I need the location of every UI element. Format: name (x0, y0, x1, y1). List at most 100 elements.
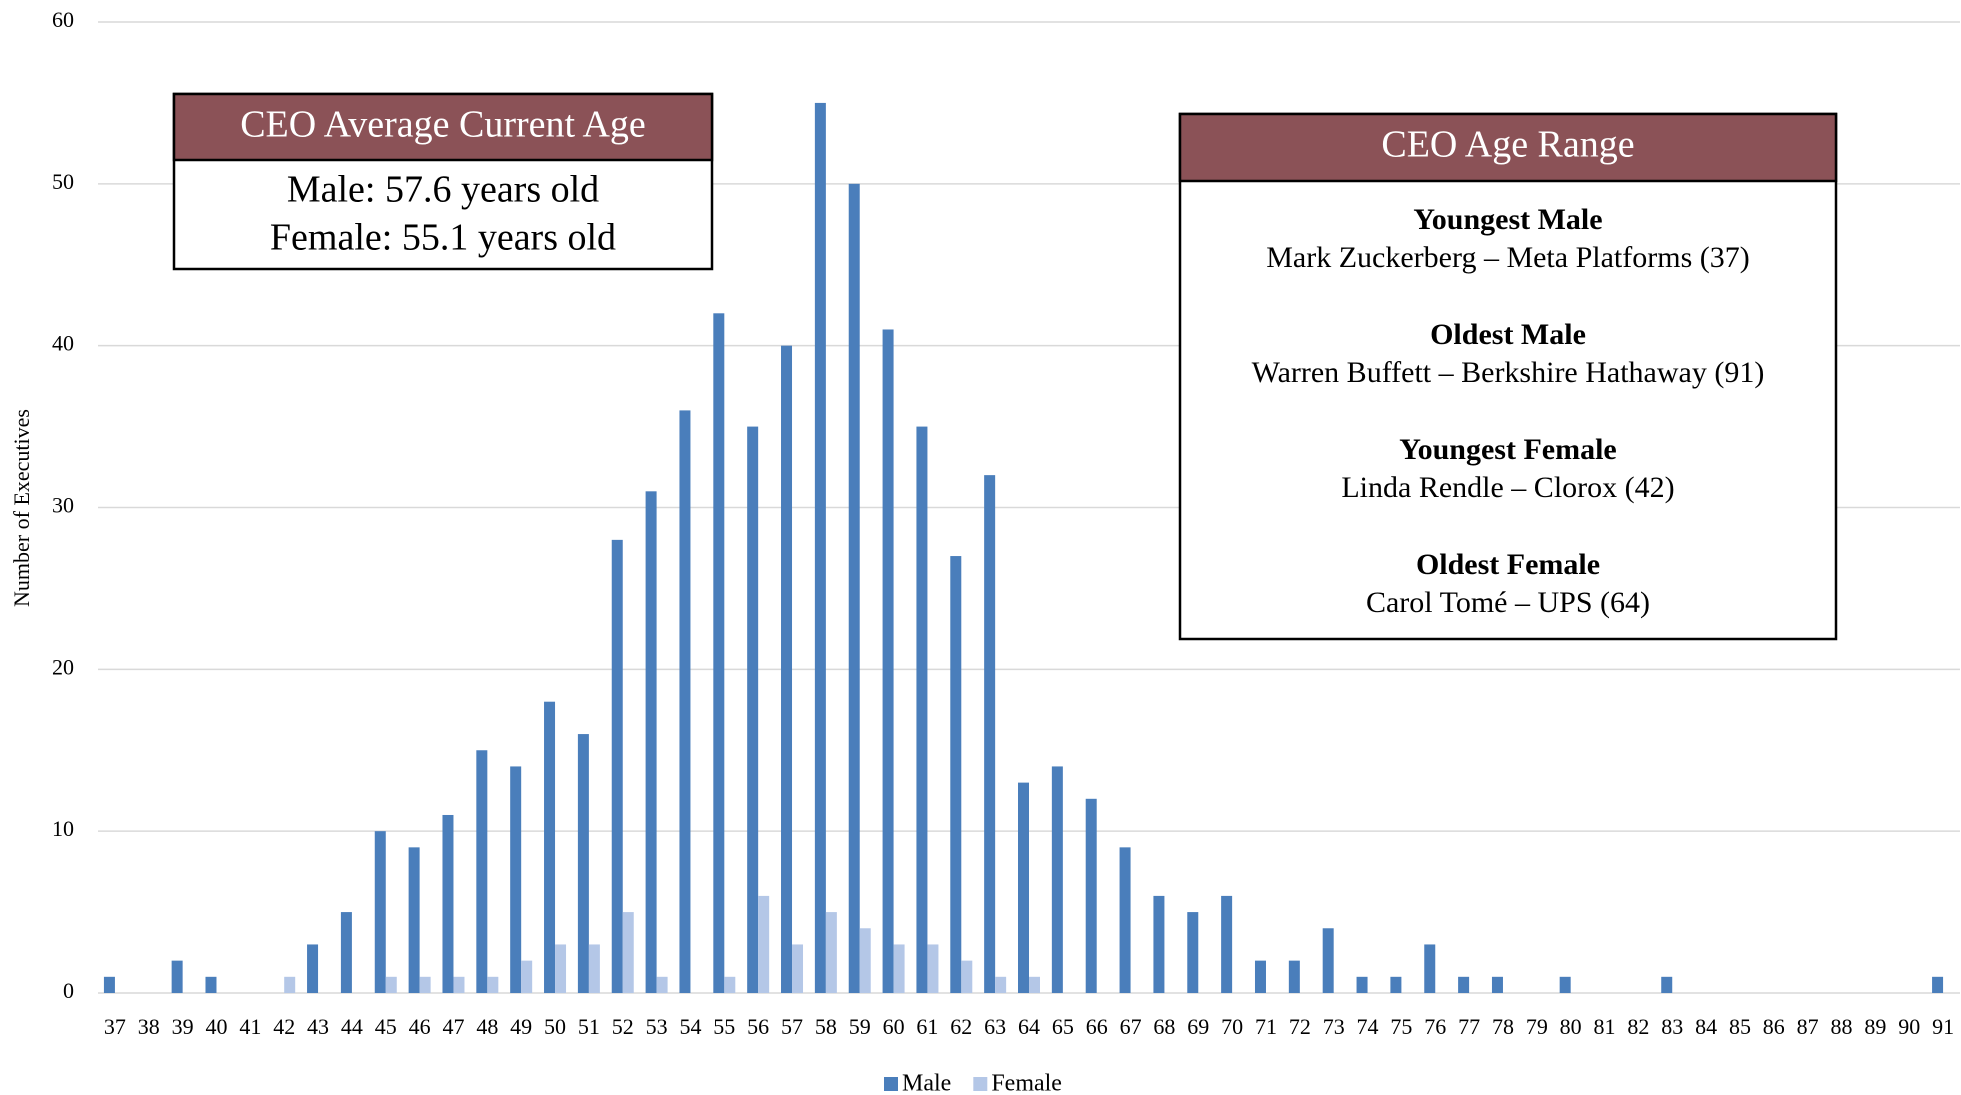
bar (1051, 766, 1063, 993)
y-tick-label: 50 (52, 169, 74, 194)
bar (927, 944, 939, 993)
bar (882, 329, 894, 993)
bar (656, 976, 668, 993)
bar (1029, 976, 1040, 993)
x-tick-label: 54 (679, 1014, 701, 1039)
bar (916, 426, 928, 993)
bar (1424, 944, 1436, 993)
x-tick-label: 63 (984, 1014, 1006, 1039)
x-tick-label: 40 (205, 1014, 227, 1039)
x-tick-label: 59 (849, 1014, 871, 1039)
bar (588, 944, 600, 993)
legend-swatch (973, 1077, 988, 1091)
bar (1288, 960, 1300, 993)
bar (1932, 976, 1944, 993)
bar (1390, 976, 1402, 993)
annotation-header (172, 92, 714, 162)
x-tick-label: 37 (104, 1014, 126, 1039)
x-tick-label: 91 (1932, 1014, 1954, 1039)
x-tick-label: 60 (883, 1014, 905, 1039)
x-tick-label: 41 (239, 1014, 261, 1039)
x-tick-label: 79 (1526, 1014, 1548, 1039)
x-tick-label: 90 (1898, 1014, 1920, 1039)
bar (205, 976, 217, 993)
x-tick-label: 72 (1289, 1014, 1311, 1039)
bar (859, 928, 871, 993)
x-tick-label: 46 (409, 1014, 431, 1039)
bar (995, 976, 1007, 993)
y-tick-label: 0 (63, 978, 74, 1003)
legend-label: Male (902, 1071, 951, 1095)
x-tick-label: 81 (1594, 1014, 1616, 1039)
entry-heading: Oldest Female (1416, 548, 1600, 581)
x-tick-label: 61 (916, 1014, 938, 1039)
bar (521, 960, 533, 993)
bar (284, 976, 296, 993)
x-tick-label: 65 (1052, 1014, 1074, 1039)
bar (679, 410, 691, 993)
x-tick-label: 45 (375, 1014, 397, 1039)
x-tick-label: 42 (273, 1014, 295, 1039)
x-tick-label: 49 (510, 1014, 532, 1039)
bar (476, 750, 488, 993)
y-axis-label: Number of Executives (9, 409, 34, 607)
x-tick-label: 83 (1661, 1014, 1683, 1039)
x-tick-label: 38 (138, 1014, 160, 1039)
bar (1187, 912, 1199, 993)
bar (374, 831, 386, 993)
bar (453, 976, 465, 993)
bar (340, 912, 352, 993)
entry-text: Linda Rendle – Clorox (42) (1341, 471, 1674, 504)
x-tick-label: 82 (1627, 1014, 1649, 1039)
bar (781, 345, 793, 994)
bar (893, 944, 905, 993)
bar (1153, 895, 1165, 993)
x-tick-label: 55 (713, 1014, 735, 1039)
entry-text: Carol Tomé – UPS (64) (1366, 586, 1650, 619)
bar (307, 944, 319, 993)
entry-heading: Oldest Male (1430, 318, 1586, 351)
x-tick-label: 58 (815, 1014, 837, 1039)
bar (544, 701, 556, 993)
bar (385, 976, 397, 993)
entry-heading: Youngest Female (1399, 433, 1616, 466)
annotation-title: CEO Age Range (1381, 124, 1634, 166)
x-tick-label: 47 (442, 1014, 464, 1039)
bar (814, 102, 826, 993)
bar (555, 944, 567, 993)
annotation-text: Male: 57.6 years old (287, 169, 599, 211)
bar (950, 556, 962, 993)
x-tick-label: 76 (1424, 1014, 1446, 1039)
bar (713, 313, 725, 993)
legend-label: Female (991, 1071, 1062, 1095)
x-tick-label: 53 (646, 1014, 668, 1039)
bar (611, 539, 623, 993)
bar (1254, 960, 1266, 993)
bar (622, 912, 634, 993)
x-tick-label: 51 (578, 1014, 600, 1039)
bar (984, 475, 996, 994)
x-tick-label: 43 (307, 1014, 329, 1039)
x-tick-label: 66 (1086, 1014, 1108, 1039)
bar (1085, 798, 1097, 993)
x-tick-label: 89 (1864, 1014, 1886, 1039)
x-tick-label: 73 (1323, 1014, 1345, 1039)
bar (1221, 895, 1233, 993)
bar (408, 847, 420, 993)
x-tick-label: 56 (747, 1014, 769, 1039)
bar (419, 976, 431, 993)
x-tick-label: 78 (1492, 1014, 1514, 1039)
x-tick-label: 52 (612, 1014, 634, 1039)
bar (1119, 847, 1131, 993)
annotation-header (1178, 112, 1838, 183)
bar (1356, 976, 1368, 993)
bar (1559, 976, 1571, 993)
x-tick-label: 86 (1763, 1014, 1785, 1039)
bar (510, 766, 522, 993)
bar (1322, 928, 1334, 993)
x-tick-label: 88 (1831, 1014, 1853, 1039)
bar (747, 426, 759, 993)
x-tick-label: 85 (1729, 1014, 1751, 1039)
y-tick-label: 30 (52, 493, 74, 518)
